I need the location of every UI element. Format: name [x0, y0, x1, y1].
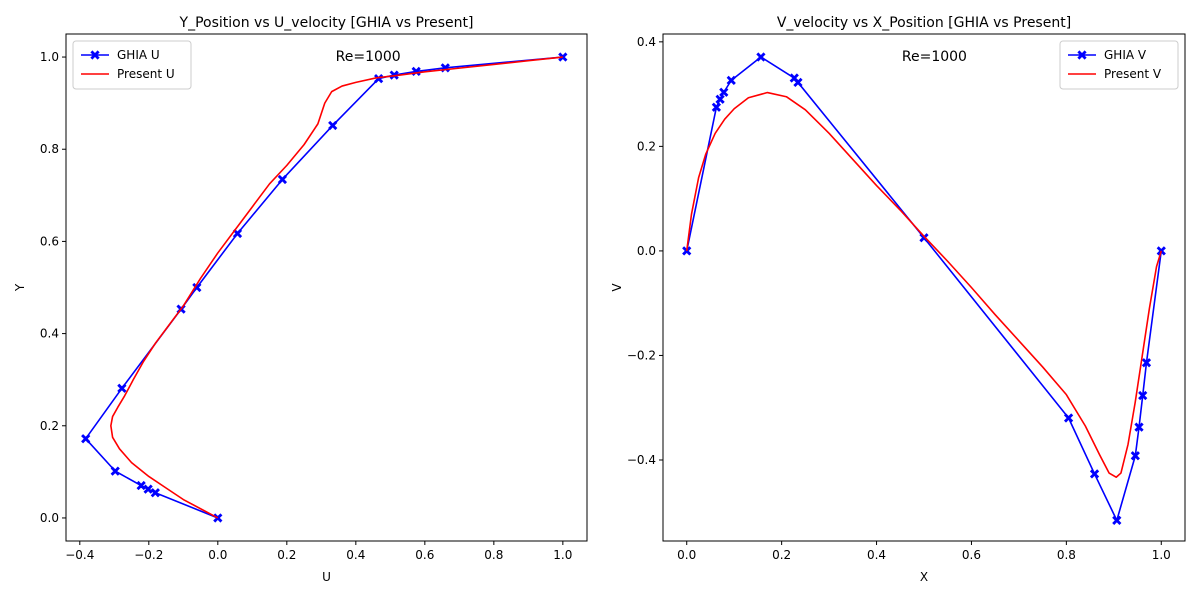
- chart2-data-point: [715, 94, 725, 104]
- chart2-y-tick-label: 0.4: [637, 35, 656, 49]
- chart2-title: V_velocity vs X_Position [GHIA vs Presen…: [777, 15, 1071, 31]
- chart2-data-point: [1089, 469, 1100, 479]
- chart2-legend-label: GHIA V: [1104, 48, 1147, 62]
- chart2-data-point: [1134, 422, 1144, 432]
- chart2-data-point: [919, 233, 929, 243]
- chart2-axes-frame: [662, 33, 1186, 542]
- chart2-data-point: [1063, 413, 1074, 423]
- chart1-x-tick-label: 0.6: [415, 548, 434, 562]
- chart1-axes-frame: [65, 33, 588, 542]
- chart1-legend-marker: [90, 50, 100, 60]
- chart2-x-axis-label: X: [920, 570, 928, 584]
- chart1-data-point: [150, 488, 160, 498]
- chart1-x-tick-label: 0.2: [277, 548, 296, 562]
- chart1-data-point: [277, 174, 288, 185]
- chart2-data-point: [756, 52, 766, 62]
- chart1-data-point: [81, 434, 91, 444]
- chart1-annotation: Re=1000: [336, 49, 401, 65]
- chart1-x-tick-label: 0.0: [208, 548, 227, 562]
- chart2-series-line: [685, 56, 1163, 522]
- chart2-y-tick-label: −0.4: [627, 453, 656, 467]
- chart2-legend-box: [1059, 40, 1179, 90]
- chart1-series-present-u: [110, 56, 563, 519]
- chart2-data-point: [1138, 390, 1148, 401]
- chart1-data-point: [136, 480, 146, 491]
- chart2-x-tick-label: 0.2: [772, 548, 791, 562]
- chart1-y-tick-label: 0.2: [40, 419, 59, 433]
- chart2-series-line: [685, 91, 1163, 479]
- chart1-x-tick-label: −0.2: [134, 548, 163, 562]
- chart2-data-point: [1130, 451, 1140, 461]
- chart2-y-tick-label: 0.2: [637, 139, 656, 153]
- chart1-y-tick-label: 0.0: [40, 511, 59, 525]
- chart1-y-axis-label: Y: [13, 283, 27, 292]
- chart1-x-tick-label: 0.8: [484, 548, 503, 562]
- chart1-legend-label: Present U: [117, 67, 175, 81]
- chart2-y-tick-label: −0.2: [627, 348, 656, 362]
- chart2-x-tick-label: 0.0: [677, 548, 696, 562]
- chart2-data-point: [726, 75, 736, 86]
- chart2-series-ghia-v: [682, 52, 1166, 525]
- chart2-y-tick-label: 0.0: [637, 244, 656, 258]
- chart1-data-point: [117, 383, 127, 393]
- chart1-legend-box: [72, 40, 192, 90]
- chart1-series-ghia-u: [81, 52, 568, 523]
- chart2-series-present-v: [685, 91, 1163, 479]
- chart2-legend-label: Present V: [1104, 67, 1162, 81]
- chart1-data-point: [143, 484, 153, 494]
- chart1-data-point: [110, 466, 120, 476]
- chart1-title: Y_Position vs U_velocity [GHIA vs Presen…: [179, 15, 474, 31]
- chart1-legend-label: GHIA U: [117, 48, 160, 62]
- chart2-legend-marker: [1077, 50, 1087, 60]
- chart1-y-tick-label: 0.6: [40, 234, 59, 248]
- chart1-x-axis-label: U: [322, 570, 331, 584]
- chart2-annotation: Re=1000: [902, 49, 967, 65]
- chart2-x-tick-label: 0.6: [962, 548, 981, 562]
- chart2-x-tick-label: 0.8: [1057, 548, 1076, 562]
- chart1-legend: GHIA U Present U: [72, 40, 192, 90]
- chart1-y-tick-label: 1.0: [40, 50, 59, 64]
- chart1-y-tick-label: 0.4: [40, 327, 59, 341]
- chart2-y-axis-label: V: [610, 283, 624, 292]
- chart2-data-point: [1112, 515, 1122, 525]
- chart2-legend: GHIA V Present V: [1059, 40, 1179, 90]
- chart1-data-point: [232, 228, 243, 239]
- chart1-y-tick-label: 0.8: [40, 142, 59, 156]
- chart1-data-point: [328, 120, 338, 131]
- chart1-x-tick-label: 0.4: [346, 548, 365, 562]
- chart2-data-point: [793, 77, 803, 88]
- chart1-series-line: [110, 56, 563, 519]
- chart2-x-tick-label: 1.0: [1152, 548, 1171, 562]
- chart1-series-line: [84, 56, 563, 519]
- chart2-x-tick-label: 0.4: [867, 548, 886, 562]
- chart1-x-tick-label: 1.0: [553, 548, 572, 562]
- chart1-data-point: [213, 513, 223, 523]
- chart2-data-point: [719, 87, 729, 97]
- chart2-data-point: [711, 102, 722, 112]
- chart2-data-point: [1141, 358, 1152, 368]
- chart1-x-tick-label: −0.4: [65, 548, 94, 562]
